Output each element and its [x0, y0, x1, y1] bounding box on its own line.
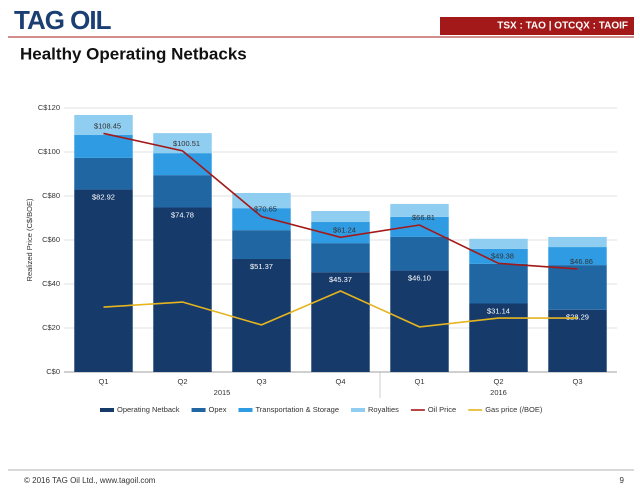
bar-segment	[469, 303, 528, 372]
slide-title: Healthy Operating Netbacks	[20, 44, 247, 63]
legend-swatch	[351, 408, 366, 412]
group-label: 2016	[490, 388, 507, 397]
y-tick-label: C$40	[42, 279, 60, 288]
bar-segment	[469, 238, 528, 249]
legend-label: Operating Netback	[117, 405, 180, 414]
bar-segment	[153, 153, 212, 176]
line-value-label: $61.24	[333, 225, 356, 234]
bar-segment	[311, 211, 370, 223]
x-tick-label: Q1	[414, 377, 424, 386]
bar-segment	[74, 189, 133, 372]
y-tick-label: C$80	[42, 191, 60, 200]
bar-value-label: $51.37	[250, 262, 273, 271]
legend-swatch	[191, 408, 206, 412]
footer-copyright: © 2016 TAG Oil Ltd., www.tagoil.com	[24, 476, 156, 485]
bar-segment	[74, 114, 133, 136]
line-value-label: $108.45	[94, 121, 121, 130]
line-value-label: $66.81	[412, 213, 435, 222]
bar-segment	[548, 236, 607, 248]
bar-segment	[74, 135, 133, 158]
bar-segment	[311, 222, 370, 244]
bar-segment	[469, 263, 528, 304]
x-tick-label: Q2	[177, 377, 187, 386]
bar-segment	[311, 272, 370, 372]
bar-value-label: $28.29	[566, 313, 589, 322]
line-value-label: $46.86	[570, 257, 593, 266]
y-tick-label: C$20	[42, 323, 60, 332]
x-tick-label: Q3	[256, 377, 266, 386]
bar-segment	[548, 265, 607, 310]
bar-segment	[390, 203, 449, 217]
x-tick-label: Q3	[572, 377, 582, 386]
legend-label: Opex	[209, 405, 227, 414]
group-label: 2015	[214, 388, 231, 397]
legend-label: Transportation & Storage	[255, 405, 339, 414]
line-series	[103, 132, 578, 270]
x-tick-label: Q1	[98, 377, 108, 386]
bar-segment	[469, 248, 528, 264]
bar-segment	[232, 230, 291, 259]
bar-value-label: $31.14	[487, 306, 510, 315]
line-value-label: $70.65	[254, 205, 277, 214]
bar-value-label: $74.78	[171, 210, 194, 219]
bar-segment	[548, 309, 607, 372]
bar-value-label: $45.37	[329, 275, 352, 284]
ticker-bar	[440, 17, 634, 35]
legend-swatch	[100, 408, 114, 412]
bar-segment	[232, 258, 291, 372]
bar-segment	[311, 243, 370, 273]
bar-segment	[390, 236, 449, 271]
bar-segment	[153, 175, 212, 208]
bar-value-label: $46.10	[408, 274, 431, 283]
bar-segment	[232, 208, 291, 231]
legend-label: Oil Price	[428, 405, 456, 414]
bar-segment	[390, 270, 449, 372]
x-tick-label: Q2	[493, 377, 503, 386]
bar-segment	[153, 207, 212, 372]
line-series	[103, 290, 578, 328]
logo: TAG OIL	[14, 5, 112, 35]
y-tick-label: C$0	[46, 367, 60, 376]
y-axis-label: Realized Price (C$/BOE)	[25, 198, 34, 281]
bar-segment	[74, 157, 133, 190]
legend-label: Gas price (/BOE)	[485, 405, 543, 414]
legend-swatch	[238, 408, 253, 412]
legend-label: Royalties	[368, 405, 399, 414]
tickers: TSX : TAO | OTCQX : TAOIF	[497, 21, 628, 32]
line-value-label: $100.51	[173, 139, 200, 148]
bar-segment	[548, 247, 607, 266]
y-tick-label: C$60	[42, 235, 60, 244]
page-number: 9	[620, 476, 625, 485]
y-tick-label: C$100	[38, 147, 60, 156]
line-value-label: $49.38	[491, 251, 514, 260]
y-tick-label: C$120	[38, 103, 60, 112]
bar-value-label: $82.92	[92, 193, 115, 202]
x-tick-label: Q4	[335, 377, 345, 386]
